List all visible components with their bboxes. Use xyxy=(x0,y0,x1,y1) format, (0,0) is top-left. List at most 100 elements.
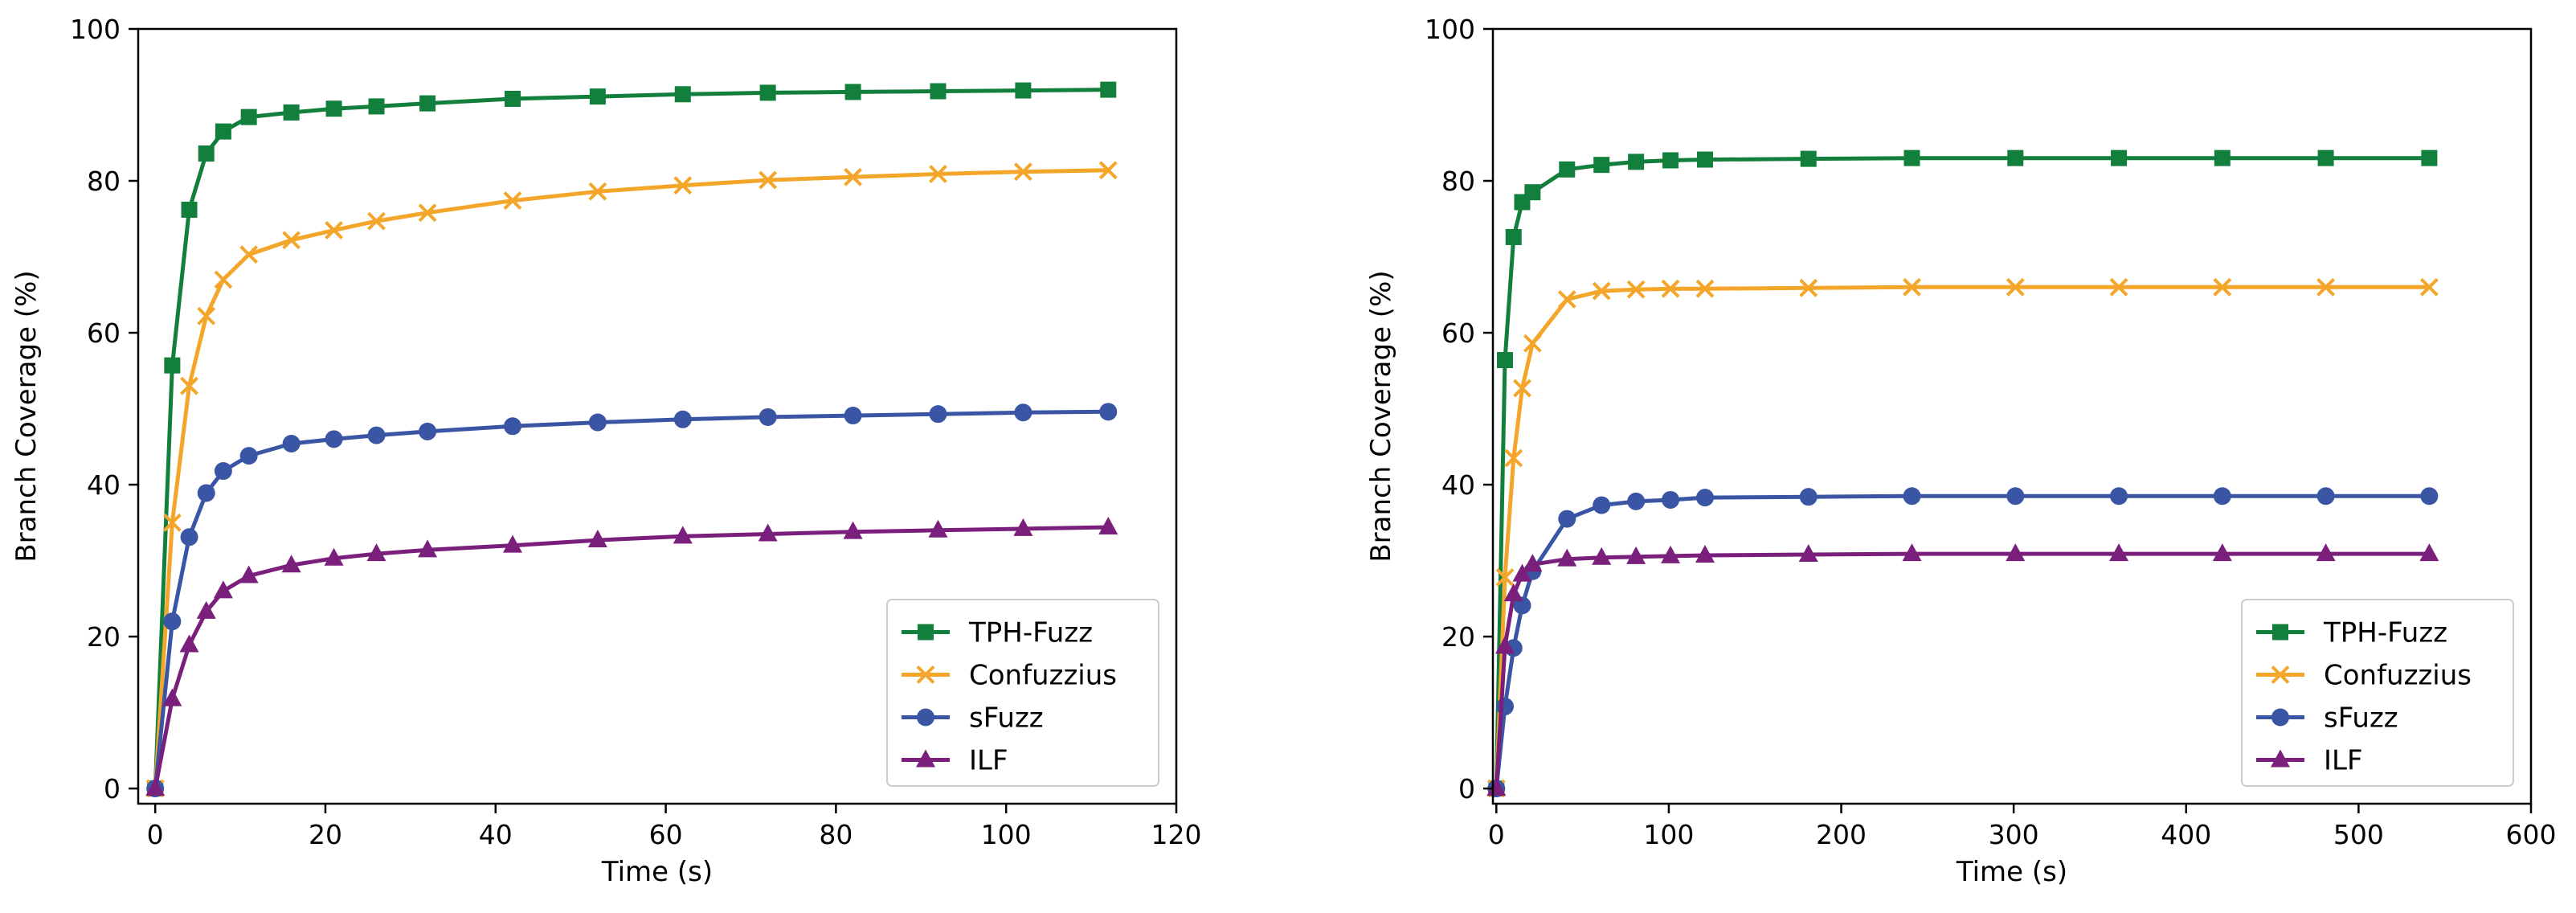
right-series-3-point-7 xyxy=(1626,546,1646,564)
right-series-2-point-9 xyxy=(1695,489,1714,507)
left-series-2-point-1 xyxy=(163,612,182,631)
left-series-2-point-7 xyxy=(325,430,343,448)
right-series-0-point-8 xyxy=(1662,152,1679,169)
left-series-3-point-17 xyxy=(1098,516,1118,534)
left-series-0-point-17 xyxy=(1100,81,1117,98)
left-series-0-point-8 xyxy=(368,98,385,115)
left-series-1-line xyxy=(153,168,1109,789)
left-series-2-point-15 xyxy=(929,405,947,424)
left-series-1-point-3 xyxy=(197,306,216,325)
left-x-tick-label-0: 0 xyxy=(147,819,164,850)
right-series-2-point-6 xyxy=(1593,496,1611,514)
right-series-0-point-2 xyxy=(1505,228,1522,245)
right-series-2-point-16 xyxy=(2420,487,2439,506)
left-series-1-point-15 xyxy=(929,165,947,183)
left-series-1-point-13 xyxy=(758,170,778,190)
left-x-tick-label-2: 40 xyxy=(479,819,513,850)
right-series-0-point-5 xyxy=(1559,161,1576,178)
right-series-0-point-9 xyxy=(1696,151,1713,168)
left-series-0-point-4 xyxy=(215,123,231,140)
right-x-tick-label-6: 600 xyxy=(2506,819,2557,850)
right-series-2-point-1 xyxy=(1496,698,1515,716)
right-x-tick-label-3: 300 xyxy=(1989,819,2039,850)
left-legend-label-1: Confuzzius xyxy=(969,660,1117,692)
left-series-1-point-17 xyxy=(1098,161,1118,180)
right-series-0-point-11 xyxy=(1903,149,1920,166)
right-series-2-point-11 xyxy=(1903,487,1921,506)
right-x-axis-label: Time (s) xyxy=(1956,856,2067,888)
left-legend-marker-1 xyxy=(916,665,935,684)
right-series-2-point-13 xyxy=(2110,487,2128,506)
left-legend: TPH-Fuzz Confuzzius sFuzz ILF xyxy=(886,599,1159,787)
left-series-3-point-11 xyxy=(587,530,607,548)
right-series-1-point-4 xyxy=(1523,334,1542,353)
right-series-3-point-13 xyxy=(2109,543,2129,562)
right-series-0-point-10 xyxy=(1800,150,1817,167)
right-series-3 xyxy=(1486,543,2439,796)
left-series-2-point-4 xyxy=(214,462,232,481)
right-series-0-point-12 xyxy=(2007,149,2024,166)
right-series-1-point-2 xyxy=(1504,448,1523,468)
left-series-1-point-4 xyxy=(214,270,233,289)
left-series-1-point-14 xyxy=(844,167,862,186)
left-series-1-point-9 xyxy=(418,203,437,223)
right-legend-box xyxy=(2241,599,2514,787)
left-series-1-point-1 xyxy=(162,513,182,532)
right-series-1-point-5 xyxy=(1557,290,1576,309)
chart-right: 0 100 200 300 400 500 600 0 20 40 60 80 100 Time (s) B… xyxy=(1365,14,2557,888)
left-series-0-point-13 xyxy=(759,84,776,101)
left-plot-frame xyxy=(137,27,1178,805)
left-series-2-point-5 xyxy=(239,447,258,465)
left-series-2-point-6 xyxy=(282,435,301,453)
right-series-1-point-1 xyxy=(1495,567,1515,587)
right-series-2-point-14 xyxy=(2213,487,2231,506)
left-series-2-point-9 xyxy=(419,422,437,440)
left-series-2-point-3 xyxy=(197,484,215,502)
right-series-1-point-10 xyxy=(1799,278,1818,297)
right-series-3-point-10 xyxy=(1798,544,1818,563)
left-series-3-point-7 xyxy=(324,547,344,566)
right-y-tick-label-2: 40 xyxy=(1441,469,1475,501)
right-series-3-point-14 xyxy=(2212,543,2232,562)
left-y-tick-label-4: 80 xyxy=(87,166,121,197)
left-legend-marker-2 xyxy=(917,708,934,727)
right-legend-label-0: TPH-Fuzz xyxy=(2323,617,2447,649)
right-series-3-point-12 xyxy=(2006,543,2026,562)
right-series-0-point-15 xyxy=(2317,149,2334,166)
left-series-2-point-12 xyxy=(673,410,692,428)
left-series-1-point-6 xyxy=(282,231,301,250)
left-series-3-point-8 xyxy=(366,543,386,562)
right-series-1 xyxy=(1486,277,2439,798)
right-legend-marker-3 xyxy=(2271,749,2290,768)
right-series-3-point-15 xyxy=(2316,543,2336,562)
left-series-1 xyxy=(145,161,1118,798)
right-y-tick-label-3: 60 xyxy=(1441,317,1475,349)
left-series-0-point-5 xyxy=(240,108,257,125)
left-legend-label-3: ILF xyxy=(969,745,1008,777)
right-series-2-point-8 xyxy=(1662,490,1680,509)
left-series-3-point-14 xyxy=(843,521,863,539)
left-series-3-point-10 xyxy=(502,534,522,553)
right-legend-label-3: ILF xyxy=(2324,745,2363,777)
right-series-3-point-4 xyxy=(1523,554,1543,572)
right-legend-marker-1 xyxy=(2271,665,2290,684)
left-series-0-point-14 xyxy=(844,84,861,100)
right-series-2-point-5 xyxy=(1558,510,1576,528)
left-x-tick-label-5: 100 xyxy=(981,819,1032,850)
left-series-1-point-11 xyxy=(588,182,607,201)
right-series-1-point-11 xyxy=(1903,277,1921,297)
left-y-tick-label-5: 100 xyxy=(70,14,121,45)
left-series-1-point-2 xyxy=(180,376,198,395)
left-series-1-point-10 xyxy=(503,191,522,211)
left-series-3-point-3 xyxy=(196,600,216,619)
right-series-3-point-5 xyxy=(1557,548,1577,567)
left-series-1-point-16 xyxy=(1013,162,1032,182)
right-series-3-point-6 xyxy=(1592,547,1612,565)
left-series-3-point-1 xyxy=(162,688,182,706)
right-series-1-point-9 xyxy=(1695,279,1715,298)
right-series-1-point-8 xyxy=(1661,279,1680,298)
right-series-3-point-16 xyxy=(2419,543,2439,562)
left-x-tick-label-6: 120 xyxy=(1151,819,1202,850)
left-series-0 xyxy=(147,81,1117,797)
